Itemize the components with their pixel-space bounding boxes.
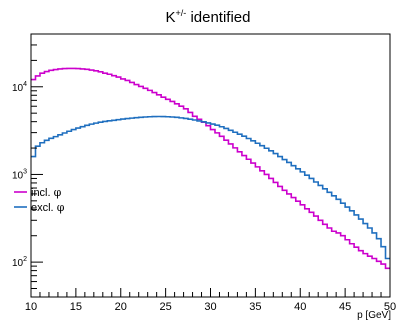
legend-label-text: incl. (31, 187, 54, 199)
legend-label-1: excl. φ (31, 201, 65, 214)
x-tick-label: 50 (384, 301, 396, 313)
x-axis-label: p [GeV] (357, 310, 391, 320)
series-line-1 (31, 115, 390, 260)
y-tick-exponent: 3 (23, 168, 27, 175)
x-tick-label: 20 (115, 301, 127, 313)
chart-title-rest: identified (186, 9, 250, 26)
x-tick-label: 15 (70, 301, 82, 313)
y-tick-label: 102 (12, 256, 27, 269)
x-tick-label: 35 (249, 301, 261, 313)
y-tick-exponent: 4 (23, 81, 27, 88)
series-line-0 (31, 67, 390, 270)
legend-label-symbol: φ (57, 201, 65, 214)
chart-title-main: K (166, 9, 176, 26)
x-tick-label: 10 (25, 301, 37, 313)
y-tick-label: 104 (12, 81, 27, 94)
series-layer (31, 67, 390, 270)
y-tick-base: 10 (12, 83, 24, 94)
legend-label-symbol: φ (54, 186, 62, 199)
x-tick-label: 45 (339, 301, 351, 313)
legend-label-0: incl. φ (31, 186, 62, 199)
chart-title: K+/- identified (166, 8, 251, 26)
y-tick-base: 10 (12, 170, 24, 181)
x-tick-label: 40 (294, 301, 306, 313)
x-tick-label: 30 (204, 301, 216, 313)
y-tick-exponent: 2 (23, 256, 27, 263)
legend-label-text: excl. (31, 202, 57, 214)
y-tick-base: 10 (12, 258, 24, 269)
y-tick-label: 103 (12, 168, 27, 181)
x-tick-label: 25 (160, 301, 172, 313)
chart-title-superscript: +/- (176, 8, 187, 18)
